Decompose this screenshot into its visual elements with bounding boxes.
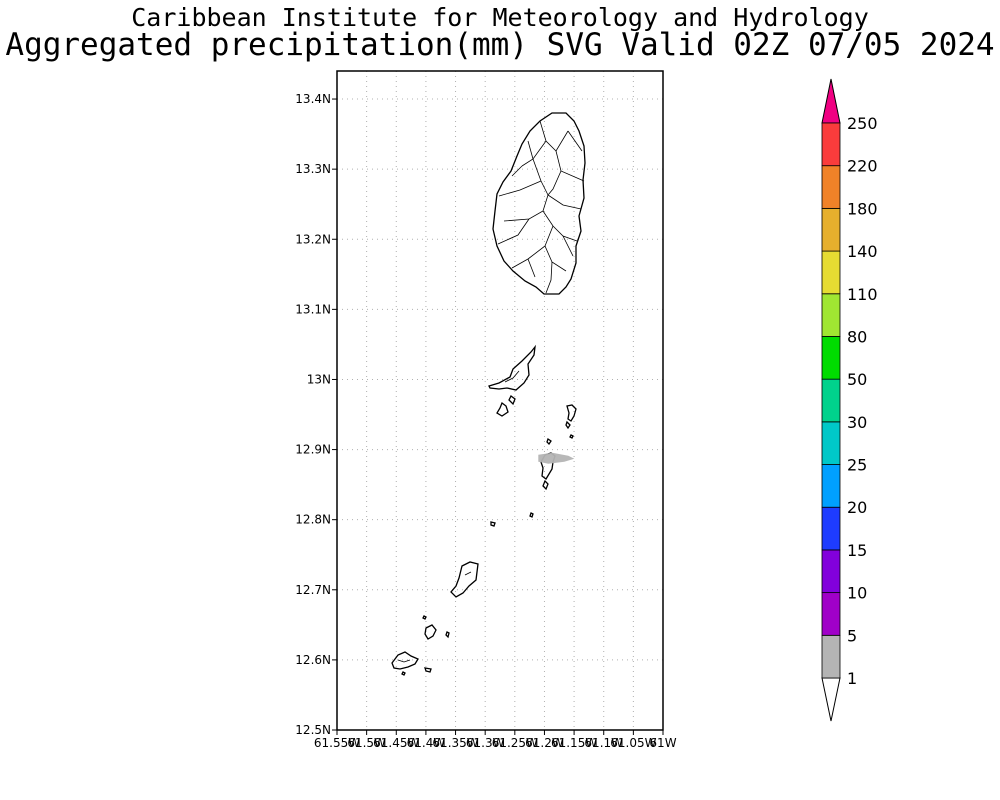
colorbar-label: 140 [847,242,878,261]
colorbar-label: 20 [847,498,867,517]
lon-tick-label: 61.45W [373,736,419,750]
lon-tick-label: 61.2W [525,736,564,750]
island-st-vincent [492,112,586,295]
island-carriacou [424,624,437,640]
lat-tick-label: 13.3N [295,162,331,176]
map-frame [336,70,664,731]
colorbar-segment [821,634,841,679]
lon-tick-label: 61.55W [314,736,360,750]
island-petite-martinique [391,651,419,670]
lat-tick-label: 12.6N [295,653,331,667]
colorbar-segment [821,592,841,636]
lat-tick-label: 13N [307,372,331,386]
colorbar-label: 30 [847,413,867,432]
colorbar-over-arrow [821,78,841,124]
land-outlines [391,112,586,676]
colorbar-segment [821,464,841,508]
colorbar-label: 5 [847,626,857,645]
colorbar-label: 80 [847,327,867,346]
colorbar-label: 220 [847,157,878,176]
colorbar-segment [821,122,841,167]
lon-tick-label: 61W [649,736,676,750]
colorbar-segment [821,165,841,209]
island-mustique [566,404,577,422]
lon-tick-label: 61.05W [610,736,656,750]
lat-tick-label: 12.9N [295,443,331,457]
lon-tick-label: 61.4W [407,736,446,750]
colorbar-label: 50 [847,370,867,389]
lat-tick-label: 13.2N [295,232,331,246]
colorbar-label: 1 [847,669,857,688]
precip-layer [538,452,575,464]
island-bequia [488,344,536,391]
colorbar-label: 10 [847,584,867,603]
colorbar-segment [821,421,841,465]
colorbar-label: 250 [847,114,878,133]
island-watersheds [497,120,585,294]
colorbar-segment [821,549,841,594]
colorbar-segment [821,378,841,423]
map-background [337,71,663,730]
lat-tick-label: 12.7N [295,583,331,597]
lat-tick-label: 12.8N [295,513,331,527]
longitude-axis: 61.55W61.5W61.45W61.4W61.35W61.3W61.25W6… [314,730,677,750]
lon-tick-label: 61.1W [584,736,623,750]
chart-subtitle: Aggregated precipitation(mm) SVG Valid 0… [5,27,995,63]
chart-title: Caribbean Institute for Meteorology and … [131,3,869,32]
colorbar-label: 180 [847,199,878,218]
colorbar-segment [821,250,841,295]
colorbar-under-arrow [821,677,841,722]
colorbar-label: 15 [847,541,867,560]
lon-tick-label: 61.35W [432,736,478,750]
latitude-axis: 13.4N 13.3N 13.2N 13.1N 13N 12.9N 12.8N 12.7N 12… [295,92,337,737]
island-union [450,561,479,598]
lat-tick-label: 12.5N [295,723,331,737]
colorbar-label: 25 [847,456,867,475]
colorbar-segment [821,336,841,380]
lon-tick-label: 61.15W [551,736,597,750]
lat-tick-label: 13.1N [295,302,331,316]
lon-tick-label: 61.5W [347,736,386,750]
lon-tick-label: 61.25W [492,736,538,750]
precip-patch [538,452,575,464]
lon-tick-label: 61.3W [466,736,505,750]
colorbar-segment [821,506,841,551]
lat-tick-label: 13.4N [295,92,331,106]
colorbar-segment [821,293,841,337]
colorbar-segment [821,207,841,252]
colorbar-label: 110 [847,285,878,304]
